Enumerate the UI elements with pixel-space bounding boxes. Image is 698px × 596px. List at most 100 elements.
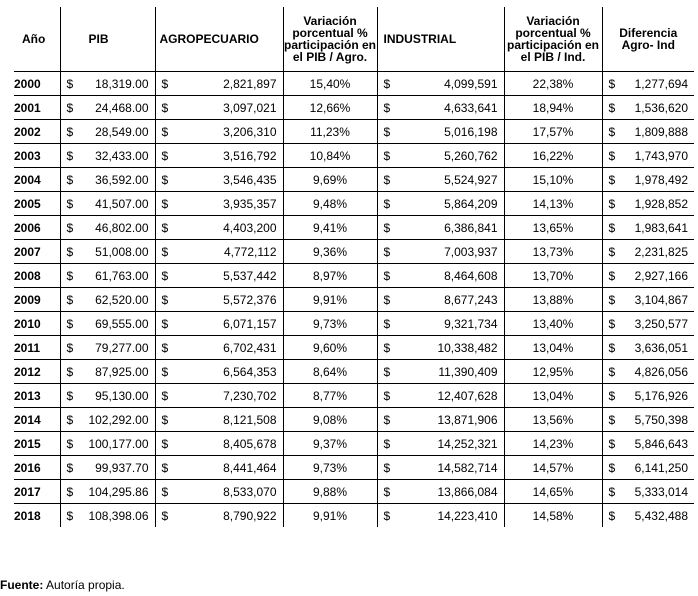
cell-diff: $2,231,825 <box>601 239 694 264</box>
cell-value: 28,549.00 <box>95 124 149 139</box>
cell-value: 9,321,734 <box>444 316 498 331</box>
cell-year: 2001 <box>14 95 60 120</box>
cell-year: 2007 <box>14 239 60 264</box>
cell-var-ind: 13,88% <box>503 287 602 312</box>
cell-value: 3,097,021 <box>223 100 277 115</box>
currency-symbol: $ <box>161 388 169 403</box>
cell-industrial: $4,633,641 <box>376 95 504 120</box>
cell-value: 102,292.00 <box>88 412 149 427</box>
cell-var-ind: 17,57% <box>503 119 602 144</box>
currency-symbol: $ <box>383 292 391 307</box>
table-row: 2012 $87,925.00 $6,564,353 8,64% $11,390,409… <box>14 359 694 384</box>
cell-year: 2011 <box>14 335 60 360</box>
cell-year: 2010 <box>14 311 60 336</box>
cell-value: 18,319.00 <box>95 76 149 91</box>
currency-symbol: $ <box>161 172 169 187</box>
cell-pib: $108,398.06 <box>59 503 155 527</box>
cell-agro: $2,821,897 <box>154 71 283 96</box>
cell-value: 5,176,926 <box>634 388 688 403</box>
currency-symbol: $ <box>608 340 616 355</box>
cell-var-agro: 9,60% <box>282 335 377 360</box>
cell-agro: $5,537,442 <box>154 263 283 288</box>
cell-agro: $8,121,508 <box>154 407 283 432</box>
currency-symbol: $ <box>608 316 616 331</box>
currency-symbol: $ <box>66 364 74 379</box>
cell-value: 6,071,157 <box>223 316 277 331</box>
cell-value: 7,230,702 <box>223 388 277 403</box>
cell-diff: $1,743,970 <box>601 143 694 168</box>
cell-value: 3,516,792 <box>223 148 277 163</box>
cell-value: 3,104,867 <box>634 292 688 307</box>
cell-value: 6,141,250 <box>634 460 688 475</box>
cell-value: 1,978,492 <box>634 172 688 187</box>
cell-agro: $8,790,922 <box>154 503 283 527</box>
currency-symbol: $ <box>66 76 74 91</box>
currency-symbol: $ <box>161 292 169 307</box>
source-label: Fuente: <box>0 578 44 592</box>
currency-symbol: $ <box>608 124 616 139</box>
header-industrial: INDUSTRIAL <box>376 7 504 72</box>
header-diff: Diferencia Agro- Ind <box>601 7 694 72</box>
cell-pib: $102,292.00 <box>59 407 155 432</box>
cell-value: 5,537,442 <box>223 268 277 283</box>
cell-year: 2014 <box>14 407 60 432</box>
cell-value: 14,223,410 <box>437 508 498 523</box>
cell-value: 3,250,577 <box>634 316 688 331</box>
cell-var-ind: 16,22% <box>503 143 602 168</box>
currency-symbol: $ <box>66 460 74 475</box>
currency-symbol: $ <box>66 388 74 403</box>
cell-value: 5,333,014 <box>634 484 688 499</box>
currency-symbol: $ <box>66 292 74 307</box>
cell-value: 2,927,166 <box>634 268 688 283</box>
cell-value: 1,277,694 <box>634 76 688 91</box>
currency-symbol: $ <box>383 124 391 139</box>
cell-pib: $87,925.00 <box>59 359 155 384</box>
currency-symbol: $ <box>383 100 391 115</box>
currency-symbol: $ <box>608 76 616 91</box>
header-year: Año <box>14 7 60 72</box>
currency-symbol: $ <box>161 148 169 163</box>
cell-year: 2006 <box>14 215 60 240</box>
cell-value: 61,763.00 <box>95 268 149 283</box>
cell-year: 2008 <box>14 263 60 288</box>
cell-value: 10,338,482 <box>437 340 498 355</box>
cell-value: 36,592.00 <box>95 172 149 187</box>
cell-value: 4,826,056 <box>634 364 688 379</box>
cell-var-ind: 15,10% <box>503 167 602 192</box>
cell-agro: $3,206,310 <box>154 119 283 144</box>
currency-symbol: $ <box>383 460 391 475</box>
header-var-ind: Variación porcentual % participación en … <box>503 7 602 72</box>
cell-diff: $5,432,488 <box>601 503 694 527</box>
cell-year: 2004 <box>14 167 60 192</box>
table-row: 2008 $61,763.00 $5,537,442 8,97% $8,464,608 1… <box>14 263 694 288</box>
cell-year: 2018 <box>14 508 41 523</box>
cell-diff: $1,277,694 <box>601 71 694 96</box>
table-row: 2017 $104,295.86 $8,533,070 9,88% $13,866,08… <box>14 479 694 504</box>
source-note: Fuente: Autoría propia. <box>0 578 125 592</box>
cell-diff: $1,983,641 <box>601 215 694 240</box>
currency-symbol: $ <box>66 148 74 163</box>
cell-var-agro: 8,97% <box>282 263 377 288</box>
cell-year: 2009 <box>14 287 60 312</box>
cell-value: 4,772,112 <box>224 244 277 259</box>
header-pib: PIB <box>59 7 155 72</box>
currency-symbol: $ <box>161 220 169 235</box>
currency-symbol: $ <box>608 364 616 379</box>
cell-pib: $32,433.00 <box>59 143 155 168</box>
cell-var-ind: 13,40% <box>503 311 602 336</box>
table-row: 2004 $36,592.00 $3,546,435 9,69% $5,524,927 1… <box>14 167 694 192</box>
cell-value: 46,802.00 <box>95 220 149 235</box>
table-body: 2000 $18,319.00 $2,821,897 15,40% $4,099,591… <box>14 71 694 527</box>
currency-symbol: $ <box>66 316 74 331</box>
cell-pib: $41,507.00 <box>59 191 155 216</box>
cell-diff: $3,636,051 <box>601 335 694 360</box>
header-var-agro: Variación porcentual % participación en … <box>282 7 377 72</box>
currency-symbol: $ <box>66 340 74 355</box>
currency-symbol: $ <box>608 508 616 523</box>
cell-year: 2013 <box>14 383 60 408</box>
cell-var-ind: 12,95% <box>503 359 602 384</box>
currency-symbol: $ <box>608 292 616 307</box>
cell-diff: $1,928,852 <box>601 191 694 216</box>
cell-pib: $100,177.00 <box>59 431 155 456</box>
currency-symbol: $ <box>66 172 74 187</box>
